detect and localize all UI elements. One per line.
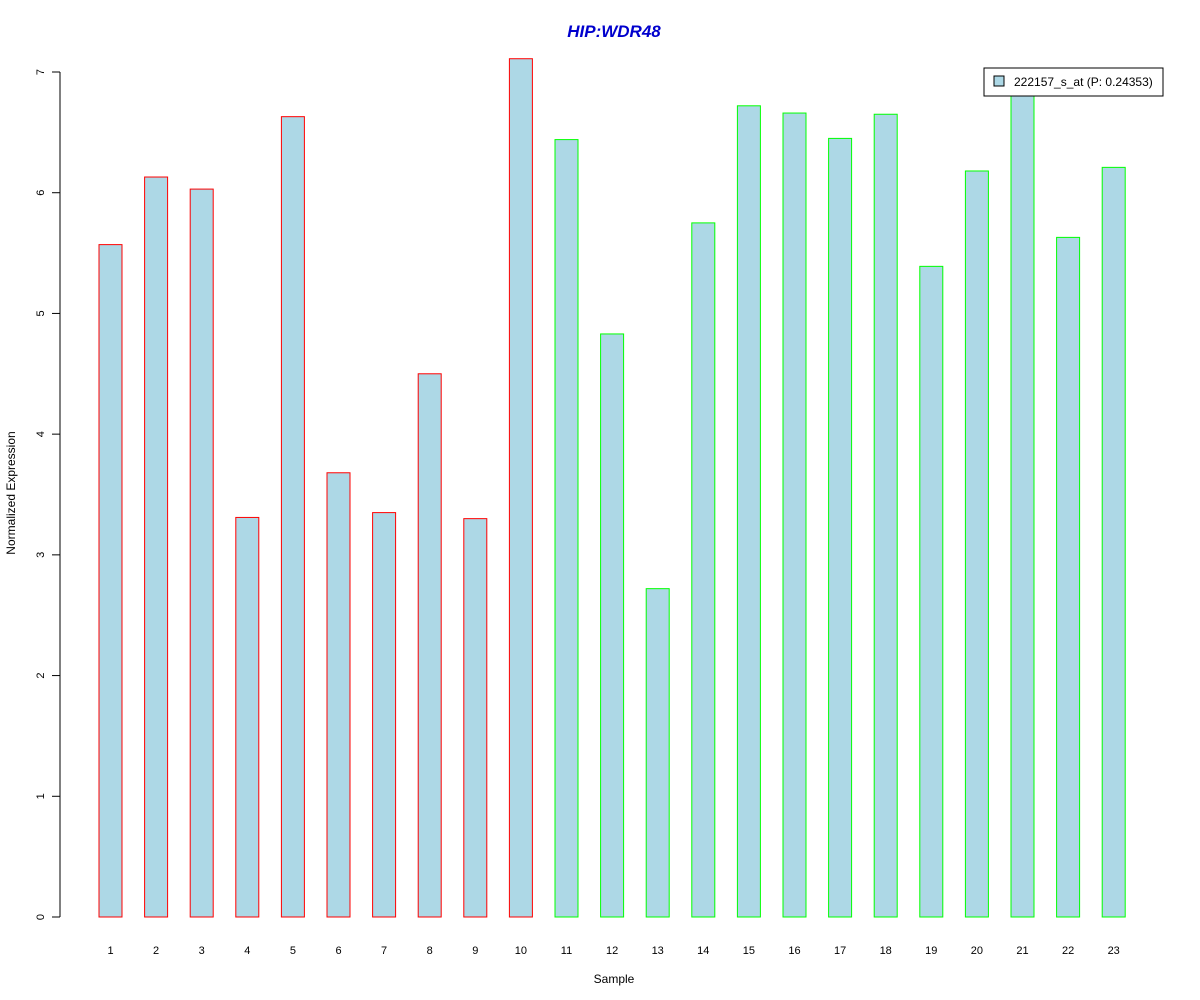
y-tick-label: 6 xyxy=(35,190,47,196)
bar-sample-7 xyxy=(372,512,397,918)
x-tick-labels: 1 2 3 4 5 6 7 8 9 10 11 12 13 14 15 16 17 18 19 20 21 22 23 xyxy=(107,945,1119,957)
bar-sample-16 xyxy=(782,112,807,918)
y-tick-label: 1 xyxy=(35,793,47,799)
bar-sample-2 xyxy=(144,176,169,918)
x-tick-label: 12 xyxy=(606,945,618,957)
bar-sample-22 xyxy=(1056,236,1081,918)
x-tick-label: 16 xyxy=(788,945,800,957)
legend-label: 222157_s_at (P: 0.24353) xyxy=(1014,75,1153,89)
x-tick-label: 22 xyxy=(1062,945,1074,957)
bar-sample-14 xyxy=(691,222,716,918)
bar-sample-9 xyxy=(463,518,488,918)
bar-sample-13 xyxy=(645,588,670,918)
bar-sample-19 xyxy=(919,265,944,918)
bar-sample-21 xyxy=(1010,83,1035,918)
bar-sample-10 xyxy=(508,58,533,918)
x-tick-label: 23 xyxy=(1108,945,1120,957)
bar-sample-15 xyxy=(736,105,761,918)
x-tick-label: 18 xyxy=(880,945,892,957)
x-tick-label: 8 xyxy=(427,945,433,957)
x-tick-label: 14 xyxy=(697,945,709,957)
x-tick-label: 7 xyxy=(381,945,387,957)
legend: 222157_s_at (P: 0.24353) xyxy=(983,67,1164,97)
bar-sample-11 xyxy=(554,139,579,918)
bar-sample-8 xyxy=(417,373,442,918)
x-tick-label: 6 xyxy=(335,945,341,957)
y-tick-label: 3 xyxy=(35,552,47,558)
x-tick-label: 19 xyxy=(925,945,937,957)
x-tick-label: 4 xyxy=(244,945,250,957)
x-tick-label: 10 xyxy=(515,945,527,957)
bar-sample-23 xyxy=(1101,166,1126,918)
x-axis-label: Sample xyxy=(594,972,635,986)
bar-sample-12 xyxy=(600,333,625,918)
x-tick-label: 20 xyxy=(971,945,983,957)
x-tick-label: 2 xyxy=(153,945,159,957)
y-tick-label: 2 xyxy=(35,673,47,679)
x-tick-label: 21 xyxy=(1016,945,1028,957)
bar-sample-6 xyxy=(326,472,351,918)
bar-sample-20 xyxy=(964,170,989,918)
bar-sample-1 xyxy=(98,244,123,918)
bar-sample-18 xyxy=(873,113,898,918)
bars-group xyxy=(98,58,1126,918)
x-tick-label: 15 xyxy=(743,945,755,957)
legend-swatch xyxy=(993,75,1005,87)
bar-sample-3 xyxy=(189,188,214,918)
chart-title: HIP:WDR48 xyxy=(567,22,661,41)
y-axis-label: Normalized Expression xyxy=(4,431,18,554)
y-tick-label: 5 xyxy=(35,310,47,316)
bar-sample-17 xyxy=(828,137,853,918)
y-axis: 0 1 2 3 4 5 6 7 xyxy=(35,69,61,920)
x-tick-label: 3 xyxy=(199,945,205,957)
bar-sample-4 xyxy=(235,516,260,918)
x-tick-label: 1 xyxy=(107,945,113,957)
legend-box xyxy=(983,67,1164,97)
x-tick-label: 5 xyxy=(290,945,296,957)
x-tick-label: 17 xyxy=(834,945,846,957)
y-tick-label: 0 xyxy=(35,914,47,920)
y-tick-label: 7 xyxy=(35,69,47,75)
y-tick-label: 4 xyxy=(35,431,47,437)
x-tick-label: 13 xyxy=(652,945,664,957)
x-tick-label: 11 xyxy=(561,945,572,957)
x-tick-label: 9 xyxy=(472,945,478,957)
bar-sample-5 xyxy=(280,116,305,918)
